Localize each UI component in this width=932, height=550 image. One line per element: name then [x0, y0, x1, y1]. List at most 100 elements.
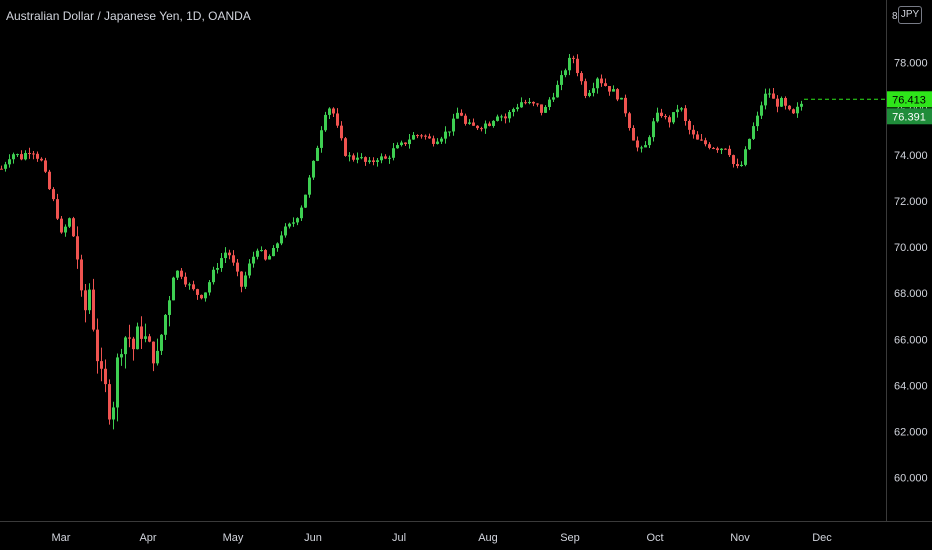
- currency-badge[interactable]: JPY: [898, 6, 922, 24]
- candle-body-down: [532, 101, 535, 104]
- candle-body-up: [408, 139, 411, 145]
- candle-body-down: [108, 384, 111, 420]
- candle-body-up: [144, 336, 147, 339]
- candle-body-down: [600, 78, 603, 84]
- candle-body-up: [188, 284, 191, 286]
- candle-body-up: [360, 157, 363, 159]
- candle-body-up: [588, 92, 591, 96]
- candle-body-down: [352, 155, 355, 160]
- candle-body-up: [8, 159, 11, 165]
- candle-body-up: [388, 157, 391, 159]
- candle-body-up: [496, 116, 499, 121]
- candle-body-up: [448, 131, 451, 133]
- candle-body-up: [244, 275, 247, 287]
- candle-body-down: [772, 93, 775, 99]
- candle-body-up: [208, 282, 211, 293]
- candle-body-up: [312, 160, 315, 178]
- time-tick-label: Mar: [52, 532, 71, 544]
- candles-group: [0, 53, 803, 430]
- candle-body-down: [20, 154, 23, 160]
- candle-body-up: [88, 289, 91, 311]
- price-tick-label: 68.000: [894, 288, 928, 300]
- candle-body-up: [444, 131, 447, 139]
- candle-body-down: [96, 329, 99, 362]
- candle-body-up: [392, 148, 395, 158]
- candle-body-up: [4, 164, 7, 169]
- candle-body-down: [628, 113, 631, 129]
- candle-body-up: [256, 250, 259, 257]
- candle-body-down: [60, 218, 63, 233]
- candle-body-up: [272, 248, 275, 257]
- candle-body-up: [212, 269, 215, 283]
- candle-body-down: [584, 81, 587, 96]
- candle-body-down: [776, 98, 779, 107]
- candle-body-down: [76, 236, 79, 260]
- candle-body-down: [692, 129, 695, 135]
- time-tick-label: Dec: [812, 532, 832, 544]
- candle-body-up: [720, 148, 723, 151]
- candle-body-down: [580, 73, 583, 82]
- candle-body-down: [200, 294, 203, 299]
- candle-body-down: [792, 109, 795, 114]
- candle-body-down: [192, 284, 195, 290]
- candle-body-down: [736, 164, 739, 166]
- candle-body-down: [384, 156, 387, 159]
- price-tick-label: 62.000: [894, 427, 928, 439]
- candle-body-up: [440, 138, 443, 142]
- candle-body-down: [72, 218, 75, 237]
- candle-body-down: [712, 147, 715, 149]
- last-price-tag: [887, 91, 932, 108]
- candle-body-up: [752, 126, 755, 139]
- candle-body-down: [84, 290, 87, 311]
- candle-body-up: [296, 218, 299, 223]
- candle-body-down: [460, 112, 463, 116]
- candle-body-down: [428, 136, 431, 139]
- candle-body-up: [328, 108, 331, 115]
- candle-body-down: [404, 142, 407, 145]
- candle-body-down: [716, 148, 719, 151]
- candle-body-down: [48, 171, 51, 190]
- candle-body-down: [196, 289, 199, 295]
- candle-body-down: [616, 89, 619, 100]
- candle-body-down: [416, 135, 419, 137]
- candle-body-down: [624, 97, 627, 114]
- candle-body-up: [652, 121, 655, 138]
- candle-body-up: [276, 243, 279, 249]
- candle-body-up: [768, 93, 771, 95]
- candle-body-up: [640, 147, 643, 149]
- candle-body-up: [380, 156, 383, 161]
- candle-body-down: [660, 112, 663, 117]
- candle-body-up: [136, 326, 139, 350]
- candle-body-up: [288, 223, 291, 227]
- candle-body-down: [336, 113, 339, 126]
- candle-body-up: [456, 112, 459, 119]
- candle-body-down: [472, 122, 475, 126]
- price-tick-label: 60.000: [894, 473, 928, 485]
- candle-body-up: [620, 97, 623, 100]
- candle-body-up: [508, 112, 511, 119]
- candle-body-up: [672, 112, 675, 123]
- candle-body-up: [512, 109, 515, 113]
- candle-body-up: [452, 118, 455, 132]
- candle-body-up: [168, 300, 171, 315]
- candle-body-down: [180, 270, 183, 277]
- candle-body-down: [100, 361, 103, 369]
- candle-body-down: [140, 326, 143, 339]
- candle-body-up: [796, 106, 799, 114]
- candle-body-down: [524, 102, 527, 104]
- candle-body-up: [492, 120, 495, 126]
- time-tick-label: Nov: [730, 532, 750, 544]
- candle-body-up: [748, 138, 751, 150]
- price-tick-label: 74.000: [894, 150, 928, 162]
- time-axis: Mar Apr May Jun Jul Aug Sep Oct Nov Dec: [52, 532, 833, 544]
- price-tick-label: 64.000: [894, 380, 928, 392]
- candle-body-down: [696, 134, 699, 140]
- candle-body-down: [80, 259, 83, 291]
- candle-body-up: [248, 263, 251, 276]
- candle-body-up: [300, 207, 303, 219]
- candle-body-up: [280, 235, 283, 244]
- candle-body-up: [764, 93, 767, 106]
- time-tick-label: Oct: [646, 532, 663, 544]
